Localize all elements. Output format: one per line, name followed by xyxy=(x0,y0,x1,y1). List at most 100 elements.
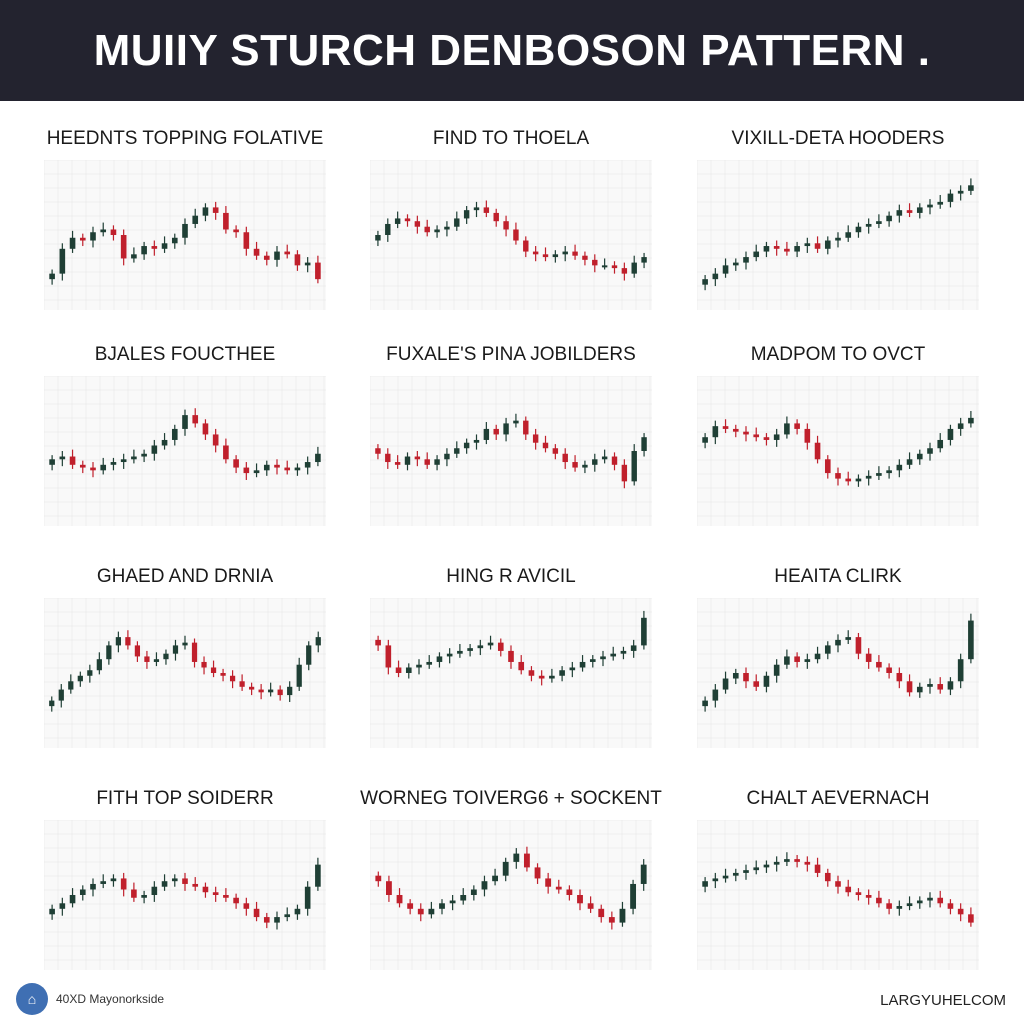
candle-body xyxy=(513,229,519,241)
candle-body xyxy=(532,251,539,255)
chart-title: CHALT AEVERNACH xyxy=(746,788,930,809)
candle-body xyxy=(865,653,872,662)
candle-body xyxy=(141,453,147,457)
candle-body xyxy=(131,456,137,460)
candle-body xyxy=(835,639,841,646)
candle-body xyxy=(454,218,460,227)
candlestick-chart xyxy=(370,820,652,970)
candlestick-chart xyxy=(697,376,979,526)
candle-body xyxy=(640,864,647,884)
candle-body xyxy=(404,218,411,222)
candle-body xyxy=(59,456,66,460)
candle-body xyxy=(702,279,708,285)
candle-body xyxy=(473,439,480,443)
candle-body xyxy=(120,878,127,890)
candle-body xyxy=(611,456,618,465)
candle-body xyxy=(886,903,892,909)
candle-body xyxy=(876,897,882,904)
candle-body xyxy=(202,886,209,893)
candle-body xyxy=(171,428,178,440)
candle-body xyxy=(916,900,923,904)
candle-body xyxy=(87,670,93,676)
candle-body xyxy=(611,265,618,269)
candle-body xyxy=(100,464,107,471)
candle-body xyxy=(90,467,96,471)
candlestick-chart xyxy=(697,160,979,310)
candle-body xyxy=(434,229,440,233)
candle-body xyxy=(161,439,168,446)
candle-body xyxy=(493,212,499,222)
candle-body xyxy=(77,675,83,682)
candle-body xyxy=(855,637,862,654)
candle-body xyxy=(886,215,892,222)
candle-body xyxy=(274,464,280,468)
candle-body xyxy=(523,420,529,435)
candle-body xyxy=(824,645,831,654)
candle-body xyxy=(477,645,484,649)
candle-body xyxy=(545,878,552,887)
candle-body xyxy=(463,442,470,449)
candle-body xyxy=(598,908,605,918)
candle-body xyxy=(968,914,974,923)
candle-body xyxy=(600,656,606,660)
candle-body xyxy=(601,265,608,268)
candle-body xyxy=(620,650,627,654)
candle-body xyxy=(223,895,229,898)
candle-body xyxy=(845,637,852,640)
candle-body xyxy=(927,448,933,454)
chart-title: HEAITA CLIRK xyxy=(774,566,902,587)
candle-body xyxy=(163,653,169,660)
candle-body xyxy=(753,434,760,438)
candle-body xyxy=(814,442,821,460)
candle-body xyxy=(172,645,179,654)
footer-brand: ⌂ 40XD Mayonorkside xyxy=(16,983,164,1015)
candle-body xyxy=(582,255,588,260)
candle-body xyxy=(315,637,321,646)
candle-body xyxy=(528,670,535,676)
candle-body xyxy=(732,262,739,266)
candle-body xyxy=(732,428,739,432)
candle-body xyxy=(153,659,160,662)
chart-title: HING R AVICIL xyxy=(446,566,576,587)
candle-body xyxy=(492,875,498,882)
chart-title: MADPOM TO OVCT xyxy=(750,344,926,365)
candlestick-chart xyxy=(44,376,326,526)
candle-body xyxy=(69,456,76,465)
candle-body xyxy=(426,661,433,665)
candle-body xyxy=(100,881,107,884)
candle-body xyxy=(835,237,841,241)
candlestick-chart xyxy=(44,598,326,748)
candle-body xyxy=(906,903,913,907)
candle-body xyxy=(968,185,974,191)
candle-body xyxy=(589,659,596,662)
candle-body xyxy=(405,667,412,673)
candle-body xyxy=(106,645,112,660)
candle-body xyxy=(274,917,280,923)
candle-body xyxy=(513,420,519,424)
candle-body xyxy=(182,415,188,429)
candle-body xyxy=(957,423,964,429)
candle-body xyxy=(532,434,539,443)
candle-body xyxy=(463,210,470,219)
candle-body xyxy=(202,423,209,435)
candle-body xyxy=(794,423,800,429)
candle-body xyxy=(182,878,188,884)
candle-body xyxy=(763,675,770,687)
candle-body xyxy=(284,251,291,255)
candle-body xyxy=(268,689,274,693)
candle-body xyxy=(753,251,760,258)
candle-body xyxy=(579,661,586,668)
candle-body xyxy=(446,653,453,657)
candle-body xyxy=(294,467,301,471)
candle-body xyxy=(182,223,188,238)
candle-body xyxy=(210,667,217,673)
candle-body xyxy=(394,462,401,465)
candle-body xyxy=(587,903,594,909)
candle-body xyxy=(592,459,598,465)
candle-body xyxy=(845,232,852,238)
candle-body xyxy=(722,265,729,274)
candle-body xyxy=(743,257,749,263)
title-banner: MUIIY STURCH DENBOSON PATTERN . xyxy=(0,0,1024,101)
candle-body xyxy=(263,917,270,923)
candle-body xyxy=(68,681,74,690)
